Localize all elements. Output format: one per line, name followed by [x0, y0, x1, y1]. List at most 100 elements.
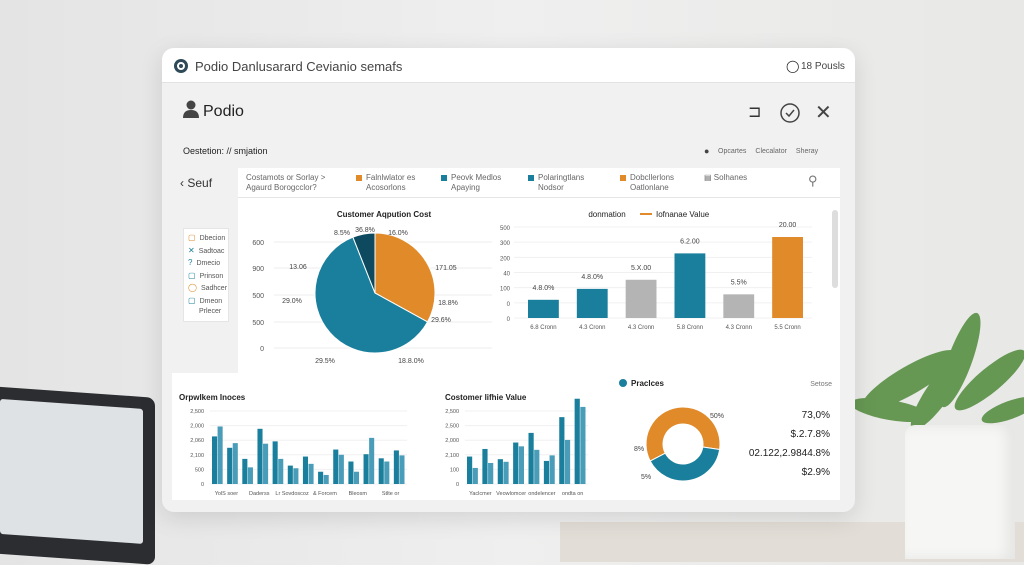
x-tick-label: Lr Sovdoscoz [275, 491, 309, 497]
filter-item[interactable]: Dobcllerlons Oatlonlane [620, 173, 674, 193]
legend-label: Iofnanae Value [656, 210, 710, 219]
header-links: Opcartes Clecalator Sheray [718, 148, 818, 155]
bar [278, 458, 284, 484]
filter-item[interactable]: Peovk Medlos Apaying [441, 173, 501, 193]
filter-sublabel: Acosorlons [366, 183, 406, 192]
x-tick-label: 4.3 Cronn [579, 325, 605, 331]
check-circle-button[interactable] [780, 103, 800, 123]
filter-label: Falnlwlator es [366, 173, 416, 182]
legend-square-outline-icon: ▢ [188, 233, 196, 242]
donut-data-label: 8% [634, 446, 644, 453]
bar [212, 436, 218, 484]
filter-color-swatch [620, 175, 626, 181]
legend-item: ? Dmecio [188, 258, 220, 267]
y-tick-label: 2,100 [445, 453, 459, 459]
bar [378, 458, 384, 484]
legend-dot [619, 379, 627, 387]
export-button[interactable]: ⊐ [748, 104, 762, 121]
donut-slice [649, 446, 721, 482]
bar [518, 446, 524, 484]
filter-label: Solhanes [713, 173, 748, 182]
x-tick-label: 4.3 Cronn [628, 325, 654, 331]
y-tick-label: 40 [503, 272, 510, 278]
bar [217, 426, 223, 484]
pie-data-label: 16.0% [388, 230, 408, 237]
y-tick-label: 2,000 [445, 438, 459, 444]
back-button[interactable]: ‹ Seuf [180, 176, 213, 190]
clock-icon: ◯ [786, 59, 800, 73]
legend-label: Praclces [631, 379, 664, 388]
filter-sublabel: Nodsor [538, 183, 564, 192]
pie-data-label: 36.8% [355, 227, 375, 234]
filter-label: Costamots or Sorlay > [246, 173, 326, 182]
bar [227, 447, 233, 484]
dashboard-window: Podio Danlusarard Cevianio semafs ◯ 18 P… [162, 48, 855, 512]
filter-sublabel: Agaurd Borogcclor? [246, 183, 317, 192]
header-link[interactable]: Clecalator [755, 148, 787, 155]
scrollbar[interactable] [832, 210, 838, 288]
bar [232, 443, 238, 484]
bar [482, 448, 488, 484]
bar [543, 460, 550, 484]
y-tick-label: 0 [507, 302, 511, 308]
bar [393, 450, 399, 484]
pie-data-label: 18.8% [438, 300, 458, 307]
donut-slice [645, 406, 721, 462]
x-tick-label: 4.3 Cronn [726, 325, 752, 331]
back-label: Seuf [187, 176, 213, 190]
filter-item[interactable]: ▤ Solhanes [704, 173, 747, 183]
stat-value: $.2.7.8% [791, 429, 831, 440]
y-tick-label: 0 [507, 317, 511, 323]
bar [333, 449, 339, 484]
y-tick-label: 100 [500, 287, 511, 293]
bar [559, 417, 565, 484]
filter-label: Polaringtlans [538, 173, 585, 182]
bar-data-label: 6.2.00 [680, 238, 700, 245]
filter-color-swatch [441, 175, 447, 181]
bar [534, 449, 540, 484]
bar [348, 461, 354, 484]
close-button[interactable]: ✕ [815, 102, 832, 124]
bar [242, 458, 248, 484]
y-tick-label: 500 [500, 226, 511, 232]
pie-data-label: 29.5% [315, 358, 335, 365]
x-tick-label: Stlte or [382, 491, 400, 497]
x-tick-label: & Forcem [313, 491, 337, 497]
legend-label: Dbecion [199, 235, 226, 242]
title-bar: Podio Danlusarard Cevianio semafs ◯ 18 P… [162, 48, 855, 83]
bar [674, 253, 706, 318]
chart-title: Customer Aqpution Cost [337, 210, 432, 219]
chart-title: Orpwlkem Inoces [179, 393, 246, 402]
y-tick-label: 2,500 [445, 424, 459, 430]
donut-data-label: 5% [641, 474, 651, 481]
x-tick-label: Bleosm [349, 491, 368, 497]
legend-item: ◯ Sadhcer [188, 283, 227, 292]
bar [287, 465, 293, 484]
y-tick-label: 2,100 [190, 453, 204, 459]
y-tick-label: 2,060 [190, 438, 204, 444]
filter-item[interactable]: Polaringtlans Nodsor [528, 173, 584, 193]
header-link[interactable]: Opcartes [718, 148, 747, 155]
header-link[interactable]: Sheray [795, 148, 819, 155]
filter-item[interactable]: Costamots or Sorlay > Agaurd Borogcclor? [246, 173, 325, 193]
chart-subtitle: Setose [810, 381, 832, 388]
bar [549, 455, 555, 484]
y-tick-label: 500 [252, 293, 264, 300]
window-title: Podio Danlusarard Cevianio semafs [195, 59, 403, 74]
pie-data-label: 171.05 [435, 265, 457, 272]
bar [369, 437, 375, 484]
legend-label: Sadhcer [200, 285, 228, 292]
bar [625, 279, 657, 318]
filter-sublabel: Oatlonlane [630, 183, 669, 192]
app-logo-icon [174, 59, 188, 73]
x-tick-label: ondelencer [528, 491, 555, 497]
laptop-screen [0, 398, 143, 544]
bar [293, 468, 299, 484]
bar [467, 456, 473, 484]
filter-item[interactable]: Falnlwlator es Acosorlons [356, 173, 415, 193]
background-plant [850, 312, 1024, 430]
bar-data-label: 5.X.00 [631, 265, 651, 272]
legend-x-icon: ✕ [188, 245, 195, 255]
pie-slice [314, 236, 429, 354]
search-user-icon[interactable]: ⚲ [808, 173, 818, 188]
